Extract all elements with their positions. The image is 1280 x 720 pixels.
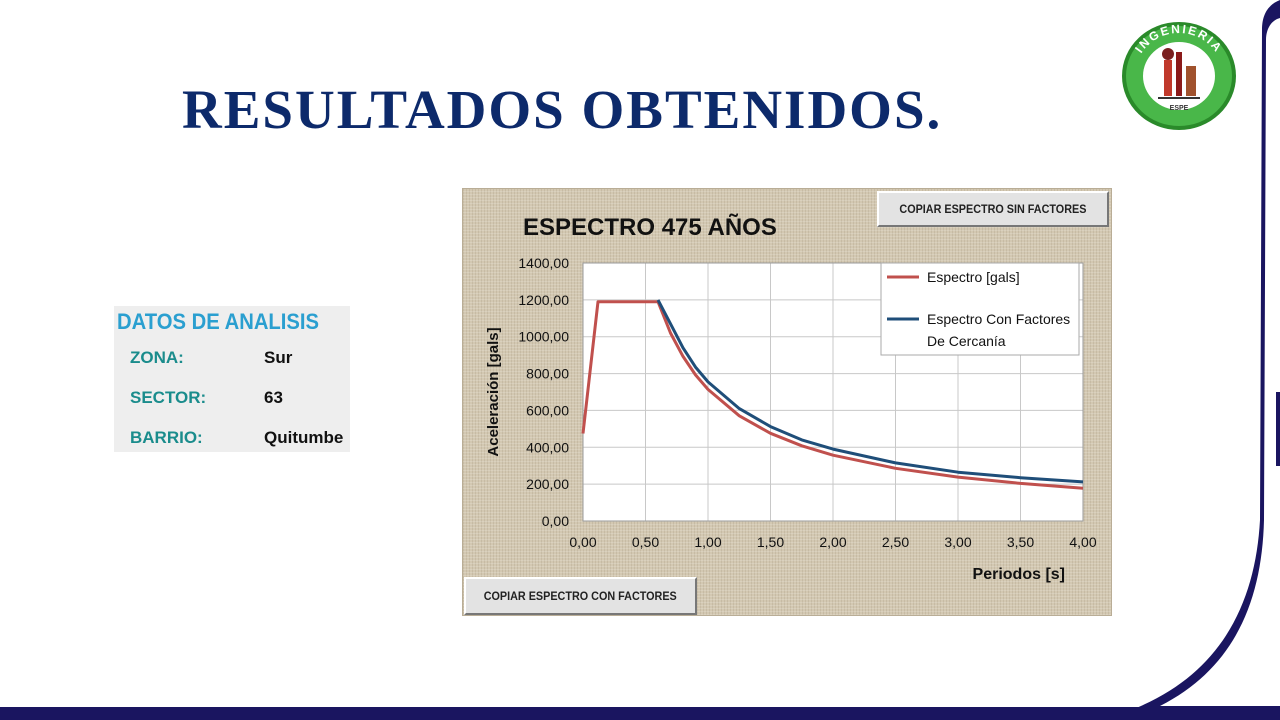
y-axis-label: Aceleración [gals] bbox=[485, 327, 502, 456]
logo-center-text: ESPE bbox=[1170, 105, 1189, 112]
datos-row-sector: SECTOR: 63 bbox=[114, 388, 350, 412]
y-tick-label: 1000,00 bbox=[518, 329, 569, 345]
spectrum-chart: 0,00 0,50 1,00 1,50 2,00 2,50 3,00 3,50 4,00 0,00… bbox=[485, 213, 1097, 583]
x-tick-label: 4,00 bbox=[1069, 534, 1096, 550]
legend-label-1: Espectro [gals] bbox=[927, 269, 1020, 285]
y-tick-label: 800,00 bbox=[526, 366, 569, 382]
logo-bottom-text: CIVIL bbox=[1157, 95, 1201, 112]
legend-label-line: De Cercanía bbox=[927, 333, 1006, 349]
right-edge-mark bbox=[1276, 392, 1280, 466]
x-tick-label: 3,50 bbox=[1007, 534, 1034, 550]
copy-without-factors-label: COPIAR ESPECTRO SIN FACTORES bbox=[899, 202, 1087, 216]
x-tick-label: 1,00 bbox=[694, 534, 721, 550]
ingenieria-civil-espe-logo-icon: INGENIERIA CIVIL ESPE bbox=[1122, 22, 1236, 130]
datos-value: Quitumbe bbox=[264, 428, 344, 447]
x-tick-label: 2,50 bbox=[882, 534, 909, 550]
x-axis-label: Periodos [s] bbox=[973, 566, 1065, 583]
datos-row-barrio: BARRIO: Quitumbe bbox=[114, 428, 350, 452]
y-tick-label: 200,00 bbox=[526, 476, 569, 492]
datos-value: Sur bbox=[264, 348, 293, 367]
datos-analisis-title: DATOS DE ANALISIS bbox=[117, 309, 320, 334]
x-tick-label: 0,50 bbox=[632, 534, 659, 550]
plot-border bbox=[582, 262, 1084, 522]
copy-with-factors-label: COPIAR ESPECTRO CON FACTORES bbox=[483, 589, 678, 603]
x-tick-label: 2,00 bbox=[819, 534, 846, 550]
legend-label-2: Espectro Con Factores De Cercanía bbox=[927, 311, 1070, 349]
datos-value: 63 bbox=[264, 388, 283, 407]
datos-row-zona: ZONA: Sur bbox=[114, 348, 350, 372]
copy-spectrum-without-factors-button[interactable]: COPIAR ESPECTRO SIN FACTORES bbox=[877, 191, 1109, 227]
series-line-1 bbox=[581, 300, 1084, 490]
datos-analisis-panel: DATOS DE ANALISIS ZONA: Sur SECTOR: 63 B… bbox=[114, 306, 350, 452]
chart-title: ESPECTRO 475 AÑOS bbox=[523, 213, 777, 241]
right-swoosh-inner bbox=[1160, 18, 1280, 706]
datos-label: BARRIO: bbox=[130, 428, 203, 447]
y-tick-label: 1200,00 bbox=[518, 292, 569, 308]
x-tick-label: 1,50 bbox=[757, 534, 784, 550]
y-tick-label: 600,00 bbox=[526, 402, 569, 418]
y-tick-label: 1400,00 bbox=[518, 255, 569, 271]
copy-spectrum-with-factors-button[interactable]: COPIAR ESPECTRO CON FACTORES bbox=[464, 577, 697, 615]
footer-band bbox=[0, 707, 1280, 720]
datos-label: ZONA: bbox=[130, 348, 184, 367]
y-tick-label: 0,00 bbox=[542, 513, 569, 529]
slide-title: RESULTADOS OBTENIDOS. bbox=[182, 79, 943, 140]
legend-label-line: Espectro Con Factores bbox=[927, 311, 1070, 327]
x-tick-label: 0,00 bbox=[569, 534, 596, 550]
x-tick-label: 3,00 bbox=[944, 534, 971, 550]
spectrum-chart-panel: 0,00 0,50 1,00 1,50 2,00 2,50 3,00 3,50 4,00 0,00… bbox=[462, 188, 1112, 616]
datos-label: SECTOR: bbox=[130, 388, 207, 407]
y-tick-label: 400,00 bbox=[526, 439, 569, 455]
series-line-2 bbox=[656, 299, 1084, 484]
legend-label-line: Espectro [gals] bbox=[927, 269, 1020, 285]
